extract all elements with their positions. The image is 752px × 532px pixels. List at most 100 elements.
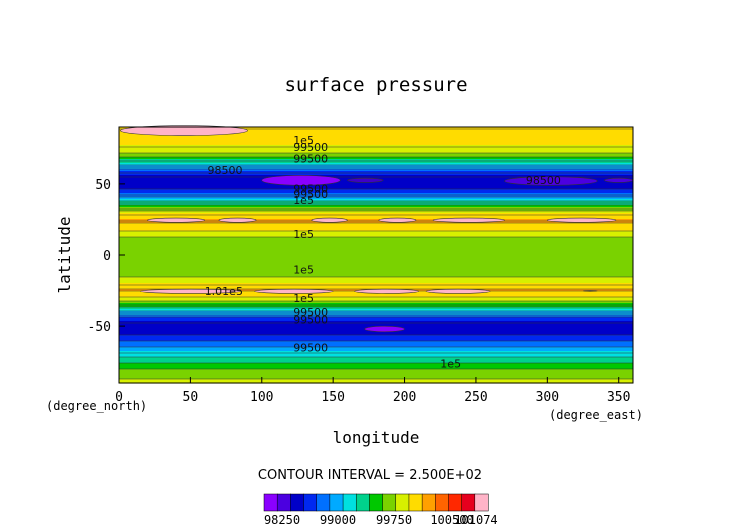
- pressure-band: [119, 375, 633, 378]
- pressure-band: [119, 279, 633, 282]
- contour-label: 1e5: [293, 228, 314, 241]
- pressure-band: [119, 297, 633, 300]
- pressure-cell: [546, 217, 617, 223]
- pressure-band: [119, 155, 633, 158]
- pressure-band: [119, 239, 633, 242]
- pressure-band: [119, 313, 633, 316]
- pressure-band: [119, 321, 633, 324]
- colorbar-swatch: [448, 493, 463, 512]
- pressure-band: [119, 171, 633, 174]
- contour-interval-text: CONTOUR INTERVAL = 2.500E+02: [258, 468, 482, 483]
- pressure-cell: [254, 288, 334, 294]
- contour-label: 99500: [293, 306, 328, 319]
- contour-label: 99500: [293, 313, 328, 326]
- colorbar-swatch: [369, 493, 384, 512]
- pressure-band: [119, 277, 633, 280]
- colorbar-swatch: [461, 493, 476, 512]
- pressure-band: [119, 285, 633, 288]
- pressure-band: [119, 365, 633, 368]
- pressure-band: [119, 283, 633, 286]
- pressure-band: [119, 369, 633, 372]
- colorbar-swatch: [316, 493, 331, 512]
- colorbar-swatch: [408, 493, 423, 512]
- pressure-band: [119, 221, 633, 224]
- chart-title: surface pressure: [284, 74, 467, 96]
- pressure-band: [119, 281, 633, 284]
- pressure-band: [119, 189, 633, 192]
- x-tick-label: 250: [464, 390, 487, 405]
- pressure-band: [119, 309, 633, 312]
- contour-label: 1e5: [293, 194, 314, 207]
- pressure-band: [119, 361, 633, 364]
- contour-label: 99500: [293, 182, 328, 195]
- pressure-band: [119, 333, 633, 336]
- pressure-cell: [425, 288, 491, 294]
- pressure-band: [119, 175, 633, 178]
- pressure-band: [119, 165, 633, 168]
- pressure-bands: [119, 127, 633, 384]
- x-tick-label: 50: [183, 390, 199, 405]
- pressure-band: [119, 231, 633, 234]
- x-axis-label: longitude: [333, 428, 420, 447]
- colorbar-swatch: [263, 493, 278, 512]
- pressure-band: [119, 233, 633, 236]
- colorbar-swatch: [290, 493, 305, 512]
- pressure-band: [119, 305, 633, 308]
- pressure-cell: [432, 217, 505, 223]
- x-units: (degree_east): [549, 408, 643, 422]
- pressure-band: [119, 193, 633, 196]
- pressure-band: [119, 355, 633, 358]
- pressure-band: [119, 311, 633, 314]
- pressure-band: [119, 133, 633, 136]
- colorbar-swatch: [342, 493, 357, 512]
- contour-label: 99500: [293, 153, 328, 166]
- pressure-cell: [120, 125, 248, 136]
- colorbar-swatch: [421, 493, 436, 512]
- pressure-band: [119, 223, 633, 226]
- y-units: (degree_north): [46, 399, 147, 413]
- pressure-band: [119, 149, 633, 152]
- pressure-band: [119, 275, 633, 278]
- y-tick-label: 50: [95, 178, 111, 193]
- pressure-band: [119, 339, 633, 342]
- colorbar-tick-label: 101074: [454, 513, 497, 527]
- pressure-band: [119, 143, 633, 146]
- pressure-features: [120, 125, 634, 333]
- pressure-band: [119, 227, 633, 230]
- pressure-band: [119, 323, 633, 326]
- pressure-band: [119, 197, 633, 200]
- pressure-band: [119, 127, 633, 130]
- pressure-band: [119, 241, 633, 244]
- contour-label: 1e5: [293, 134, 314, 147]
- pressure-band: [119, 267, 633, 270]
- x-tick-label: 300: [536, 390, 559, 405]
- pressure-cell: [261, 175, 341, 186]
- pressure-band: [119, 331, 633, 334]
- pressure-band: [119, 157, 633, 160]
- pressure-band: [119, 153, 633, 156]
- pressure-band: [119, 235, 633, 238]
- pressure-band: [119, 199, 633, 202]
- pressure-band: [119, 163, 633, 166]
- pressure-band: [119, 191, 633, 194]
- pressure-band: [119, 195, 633, 198]
- y-tick-label: 0: [103, 249, 111, 264]
- x-tick-label: 0: [115, 390, 123, 405]
- pressure-cell: [504, 176, 598, 186]
- pressure-band: [119, 363, 633, 366]
- colorbar-swatch: [329, 493, 344, 512]
- pressure-band: [119, 367, 633, 370]
- pressure-band: [119, 137, 633, 140]
- x-tick-label: 350: [607, 390, 630, 405]
- pressure-band: [119, 303, 633, 306]
- pressure-band: [119, 141, 633, 144]
- pressure-band: [119, 273, 633, 276]
- pressure-band: [119, 341, 633, 344]
- y-axis: -50 0 50: [88, 178, 125, 335]
- x-tick-label: 150: [321, 390, 344, 405]
- contour-label: 1e5: [440, 357, 461, 370]
- pressure-band: [119, 187, 633, 190]
- pressure-cell: [378, 217, 417, 223]
- pressure-band: [119, 169, 633, 172]
- pressure-band: [119, 357, 633, 360]
